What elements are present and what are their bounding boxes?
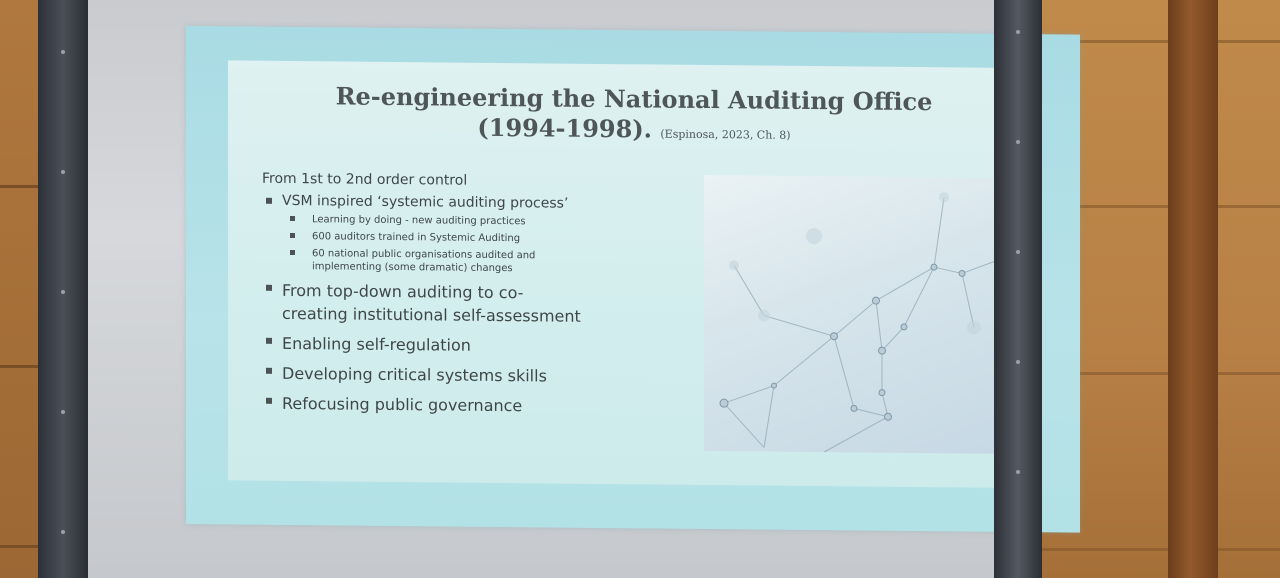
bullet-icon — [266, 367, 272, 374]
projection-screen: Re-engineering the National Auditing Off… — [82, 0, 1080, 578]
bullet-item: VSM inspired ‘systemic auditing process’ — [262, 193, 702, 213]
sub-bullet-item: 60 national public organisations audited… — [290, 247, 562, 276]
slide-panel: Re-engineering the National Auditing Off… — [228, 60, 1040, 489]
sub-bullet-text: 600 auditors trained in Systemic Auditin… — [312, 231, 521, 245]
screen-frame-right — [994, 0, 1042, 578]
screen-frame-left — [38, 0, 88, 578]
sub-bullet-text: 60 national public organisations audited… — [312, 248, 536, 275]
bullet-text: Developing critical systems skills — [282, 363, 547, 386]
bullet-icon — [266, 197, 272, 204]
bullet-text: VSM inspired ‘systemic auditing process’ — [282, 192, 569, 212]
network-image — [704, 174, 1016, 454]
bullet-icon — [266, 337, 272, 344]
bullet-icon — [290, 215, 295, 222]
title-years: (1994-1998). — [477, 112, 653, 144]
slide: Re-engineering the National Auditing Off… — [186, 26, 1080, 533]
bullet-text: Enabling self-regulation — [282, 333, 471, 355]
sub-bullet-item: 600 auditors trained in Systemic Auditin… — [290, 230, 702, 247]
network-nodes-icon — [719, 192, 1010, 453]
bullet-text: From top-down auditing to co-creating in… — [282, 280, 581, 326]
sub-bullet-text: Learning by doing - new auditing practic… — [312, 214, 526, 228]
bullet-item: From top-down auditing to co-creating in… — [262, 279, 582, 328]
bullet-icon — [290, 232, 295, 239]
slide-title: Re-engineering the National Auditing Off… — [228, 80, 1040, 153]
sub-bullet-item: Learning by doing - new auditing practic… — [290, 213, 702, 230]
bullet-text: Refocusing public governance — [282, 393, 523, 416]
bullet-icon — [290, 249, 295, 256]
bullet-item: Enabling self-regulation — [262, 332, 702, 359]
bullet-item: Refocusing public governance — [262, 392, 702, 419]
slide-content: From 1st to 2nd order control VSM inspir… — [262, 171, 702, 426]
bullet-icon — [266, 284, 272, 291]
lead-text: From 1st to 2nd order control — [262, 170, 468, 189]
bullet-icon — [266, 397, 272, 404]
title-citation: (Espinosa, 2023, Ch. 8) — [660, 127, 791, 142]
bullet-item: Developing critical systems skills — [262, 362, 702, 389]
wood-pillar — [1168, 0, 1218, 578]
